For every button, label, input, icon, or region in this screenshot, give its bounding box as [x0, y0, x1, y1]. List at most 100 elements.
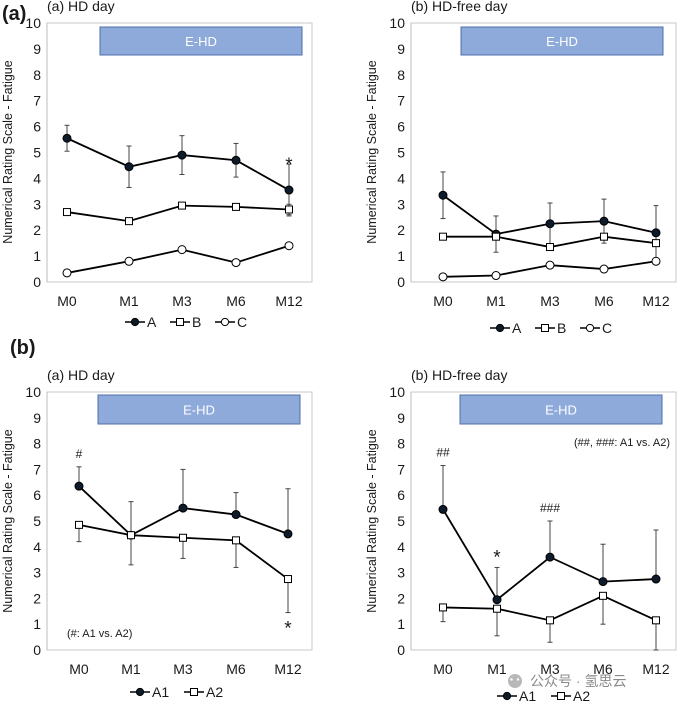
data-point — [545, 552, 555, 562]
chart-title: (b) HD-free day — [411, 0, 507, 14]
data-point — [439, 232, 447, 241]
data-point — [598, 577, 608, 587]
annotation: (#: A1 vs. A2) — [67, 628, 132, 640]
y-tick-label: 0 — [397, 642, 405, 658]
y-tick-label: 3 — [397, 196, 405, 212]
data-point — [651, 574, 661, 584]
data-point — [124, 256, 134, 266]
y-axis-label: Numerical Rating Scale - Fatigue — [1, 429, 15, 612]
data-point — [231, 155, 241, 165]
x-tick-label: M1 — [121, 661, 141, 677]
annotation: (##, ###: A1 vs. A2) — [574, 437, 670, 449]
y-tick-label: 8 — [33, 436, 41, 452]
e-hd-band-label: E-HD — [546, 34, 578, 49]
legend-label: B — [192, 314, 201, 330]
x-tick-label: M6 — [594, 293, 614, 309]
data-point — [232, 536, 240, 545]
y-tick-label: 5 — [397, 513, 405, 529]
data-point — [493, 604, 501, 613]
series-B — [63, 201, 293, 226]
y-tick-label: 1 — [33, 248, 41, 264]
legend-label: A1 — [152, 684, 169, 700]
chart-3: (b) HD-free day E-HD 0 1 2 3 4 5 6 7 8 9 10 Numerical… — [365, 367, 677, 704]
series-A — [438, 171, 661, 261]
y-tick-label: 3 — [33, 565, 41, 581]
data-point — [439, 603, 447, 612]
data-point — [125, 217, 133, 226]
y-tick-label: 5 — [397, 145, 405, 161]
x-tick-label: M6 — [226, 661, 246, 677]
y-tick-label: 9 — [33, 41, 41, 57]
y-tick-label: 1 — [397, 248, 405, 264]
data-point — [127, 531, 135, 540]
x-tick-label: M12 — [274, 661, 301, 677]
series-A2 — [75, 520, 292, 614]
series-C — [438, 256, 661, 282]
legend-label: A — [512, 320, 522, 336]
data-point — [177, 245, 187, 255]
data-point — [284, 241, 294, 251]
chart-title: (a) HD day — [47, 367, 115, 383]
e-hd-band-label: E-HD — [185, 34, 217, 49]
x-tick-label: M6 — [593, 661, 613, 677]
series-A1 — [438, 465, 661, 605]
series-A — [62, 124, 294, 217]
data-point — [178, 201, 186, 210]
legend-marker — [135, 687, 145, 697]
y-tick-label: 4 — [397, 170, 405, 186]
x-tick-label: M0 — [57, 293, 77, 309]
y-tick-label: 6 — [33, 487, 41, 503]
data-point — [438, 190, 448, 200]
legend-label: A2 — [206, 684, 223, 700]
y-tick-label: 6 — [397, 487, 405, 503]
e-hd-band — [459, 394, 663, 425]
x-tick-label: M12 — [275, 293, 302, 309]
data-point — [231, 258, 241, 268]
y-tick-label: 9 — [397, 41, 405, 57]
series-C — [62, 241, 294, 278]
series-A2 — [439, 591, 660, 651]
data-point — [62, 133, 72, 143]
data-point — [599, 264, 609, 274]
y-tick-label: 3 — [33, 196, 41, 212]
y-tick-label: 7 — [397, 461, 405, 477]
legend-marker — [130, 317, 140, 327]
y-tick-label: 2 — [33, 222, 41, 238]
data-point — [546, 616, 554, 625]
data-point — [491, 271, 501, 281]
legend-marker — [176, 318, 184, 326]
plot-frame — [46, 391, 313, 651]
y-tick-label: 7 — [397, 93, 405, 109]
legend-marker — [502, 691, 512, 701]
data-point — [599, 591, 607, 600]
data-point — [651, 228, 661, 238]
x-tick-label: M0 — [433, 661, 453, 677]
y-tick-label: 10 — [389, 15, 405, 31]
annotation: # — [76, 447, 83, 461]
legend: A B C — [490, 320, 612, 336]
data-point — [232, 202, 240, 211]
y-tick-label: 9 — [33, 410, 41, 426]
y-tick-label: 10 — [389, 384, 405, 400]
legend-label: A2 — [573, 688, 590, 704]
e-hd-band-label: E-HD — [183, 403, 215, 418]
x-tick-label: M3 — [173, 661, 193, 677]
y-tick-label: 0 — [33, 642, 41, 658]
data-point — [284, 575, 292, 584]
legend: A1 A2 — [130, 684, 223, 700]
data-point — [600, 232, 608, 241]
annotation: ## — [436, 446, 450, 460]
chart-title: (b) HD-free day — [411, 367, 507, 383]
data-point — [74, 481, 84, 491]
chart-2: (a) HD day E-HD 0 1 2 3 4 5 6 7 8 9 10 Numerical Rati… — [1, 367, 313, 700]
data-point — [63, 208, 71, 217]
legend-marker — [190, 688, 198, 696]
watermark-text: 公众号 · 氢思云 — [530, 673, 626, 689]
chart-title: (a) HD day — [47, 0, 115, 14]
watermark-icon — [508, 674, 522, 688]
data-point — [599, 216, 609, 226]
x-tick-label: M0 — [69, 661, 89, 677]
data-point — [652, 616, 660, 625]
